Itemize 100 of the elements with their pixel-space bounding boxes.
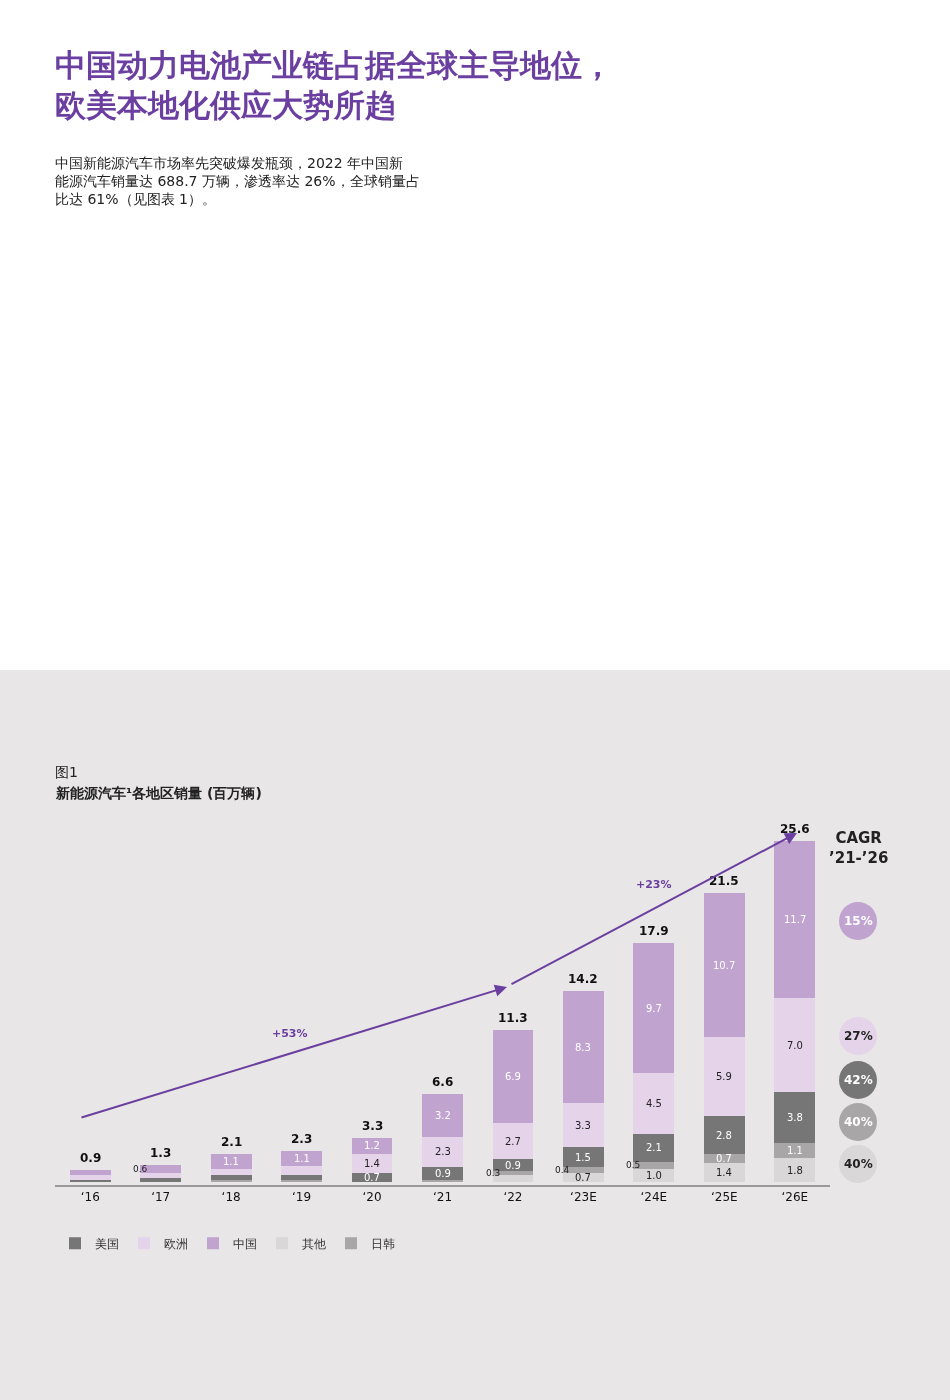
- data-label: 0.7: [575, 1172, 591, 1183]
- data-label: 9.7: [646, 1003, 662, 1014]
- bar: [774, 1143, 816, 1159]
- chart-title: 中国动力电池产业链占据全球主导地位，欧美本地化供应大势所趋: [55, 47, 613, 124]
- data-label: 5.9: [716, 1071, 732, 1082]
- data-label: 1.1: [787, 1145, 803, 1156]
- total-label: 1.3: [150, 1146, 172, 1160]
- data-label: 1.4: [364, 1158, 380, 1169]
- legend-label: 日韩: [371, 1236, 395, 1251]
- data-label: 3.8: [787, 1112, 803, 1123]
- data-label: 11.7: [784, 914, 807, 925]
- bar: [140, 1178, 182, 1183]
- annotation: CAGR ’21-’26: [829, 829, 889, 867]
- total-label: 2.3: [291, 1132, 313, 1146]
- annotation: +53%: [272, 1027, 308, 1040]
- x-tick-label: ‘22: [503, 1190, 523, 1205]
- bar: [351, 1153, 393, 1173]
- data-label: 2.7: [505, 1136, 521, 1147]
- bar: [210, 1153, 252, 1169]
- caption: 图1: [55, 764, 78, 780]
- data-label: 8.3: [575, 1042, 591, 1053]
- x-tick-label: ‘24E: [640, 1190, 668, 1205]
- x-tick-label: ‘23E: [570, 1190, 597, 1205]
- text: 40%: [844, 1157, 873, 1171]
- x-tick-label: ‘26E: [781, 1190, 809, 1205]
- bar: [422, 1167, 463, 1180]
- bar: [492, 1030, 534, 1124]
- total-label: 0.9: [80, 1151, 102, 1165]
- x-tick-label: ‘20: [362, 1190, 382, 1205]
- bar: [210, 1175, 252, 1180]
- bar: [562, 1102, 604, 1148]
- total-label: 3.3: [362, 1119, 384, 1133]
- bar: [422, 1093, 463, 1137]
- bar: [422, 1136, 463, 1168]
- data-label: 0.6: [133, 1164, 148, 1174]
- data-label: 10.7: [713, 960, 736, 971]
- data-label: 1.0: [646, 1170, 662, 1181]
- bar: [774, 841, 816, 999]
- total-label: 11.3: [498, 1011, 528, 1025]
- total-label: 17.9: [639, 924, 669, 938]
- legend-label: 欧洲: [164, 1236, 188, 1251]
- data-label: 2.8: [716, 1130, 732, 1141]
- data-label: 0.7: [716, 1153, 732, 1164]
- data-label: 1.8: [787, 1165, 803, 1176]
- bar: [774, 1158, 816, 1183]
- legend-label: 美国: [95, 1236, 119, 1251]
- text: 42%: [844, 1073, 873, 1087]
- bar: [281, 1175, 323, 1180]
- bar: [69, 1170, 111, 1176]
- x-tick-label: ‘25E: [710, 1190, 738, 1205]
- text: 27%: [844, 1029, 873, 1043]
- bar: [562, 991, 604, 1103]
- bar: [281, 1166, 323, 1176]
- data-label: 1.5: [575, 1152, 591, 1163]
- bar: [703, 893, 745, 1038]
- data-label: 1.1: [223, 1156, 239, 1167]
- x-tick-label: ‘21: [432, 1190, 453, 1205]
- bar: [633, 1073, 675, 1134]
- data-label: 1.4: [716, 1167, 732, 1178]
- data-label: 7.0: [787, 1040, 803, 1051]
- data-label: 4.5: [646, 1098, 662, 1109]
- data-label: 0.9: [435, 1168, 451, 1179]
- bar: [774, 998, 816, 1093]
- legend-label: 中国: [233, 1236, 257, 1251]
- bar: [703, 1116, 745, 1154]
- bar: [69, 1175, 111, 1180]
- bar: [492, 1123, 534, 1160]
- bar: [633, 1133, 675, 1163]
- bar: [562, 1147, 604, 1168]
- data-label: 3.2: [435, 1110, 451, 1121]
- text: 40%: [844, 1115, 873, 1129]
- text: 新能源汽车¹各地区销量 (百万辆): [55, 785, 262, 801]
- data-label: 1.1: [294, 1153, 310, 1164]
- data-label: 2.3: [435, 1146, 451, 1157]
- total-label: 25.6: [780, 822, 810, 836]
- bar: [281, 1151, 323, 1167]
- chart-subtitle: 中国新能源汽车市场率先突破爆发瓶颈，2022 年中国新能源汽车销量达 688.7 万辆，渗透率达 26%，全球销量占比达 61%（见图表 1）。: [55, 155, 420, 208]
- total-label: 2.1: [221, 1135, 243, 1149]
- data-label: 1.2: [364, 1140, 380, 1151]
- total-label: 21.5: [709, 874, 739, 888]
- bar: [703, 1163, 745, 1183]
- x-tick-label: ‘19: [292, 1190, 312, 1205]
- data-label: 0.4: [555, 1165, 570, 1175]
- data-label: 2.1: [646, 1142, 662, 1153]
- total-label: 14.2: [568, 972, 598, 986]
- data-label: 6.9: [505, 1071, 521, 1082]
- data-label: 0.9: [505, 1160, 521, 1171]
- bar: [774, 1092, 816, 1144]
- x-tick-label: ‘17: [151, 1190, 171, 1205]
- x-tick-label: ‘18: [221, 1190, 241, 1205]
- text: 15%: [844, 914, 873, 928]
- bar: [703, 1037, 745, 1117]
- data-label: 0.7: [364, 1172, 380, 1183]
- data-label: 3.3: [575, 1120, 591, 1131]
- bar: [633, 943, 675, 1074]
- bar: [140, 1172, 182, 1179]
- legend-label: 其他: [302, 1236, 326, 1251]
- annotation: +23%: [636, 878, 672, 891]
- total-label: 6.6: [432, 1075, 454, 1089]
- bar: [492, 1175, 534, 1183]
